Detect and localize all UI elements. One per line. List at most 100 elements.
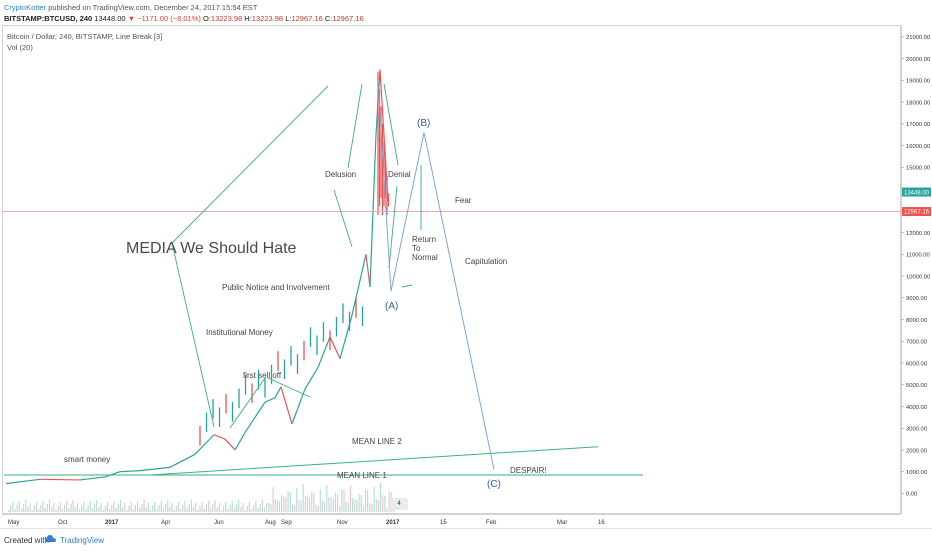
annotation-text: (C)	[487, 479, 501, 490]
volume-bar	[87, 505, 89, 512]
volume-bar	[218, 503, 220, 512]
x-tick-label: 2017	[105, 520, 119, 526]
volume-bar	[121, 507, 124, 512]
volume-bar	[358, 494, 360, 512]
time-axis[interactable]	[2, 514, 901, 529]
volume-bar	[306, 497, 309, 512]
chart-frame[interactable]	[2, 25, 901, 514]
wave-line-top-a	[377, 79, 392, 292]
return-pointer	[401, 284, 413, 288]
event-marker-icon[interactable]: 4	[390, 498, 408, 510]
author-link[interactable]: CryptoKotter	[4, 3, 47, 12]
symbol-label: BITSTAMP:BTCUSD, 240	[4, 14, 93, 23]
volume-bar	[261, 500, 263, 512]
volume-bar	[78, 510, 81, 512]
volume-bar	[281, 495, 283, 512]
y-tick-label: 16000.00	[906, 144, 930, 150]
low-label: L:	[285, 14, 292, 23]
volume-bar	[328, 497, 330, 512]
price-segment	[39, 478, 81, 481]
volume-bar	[287, 491, 289, 512]
volume-bar	[25, 500, 27, 512]
volume-bar	[169, 507, 171, 512]
volume-bar	[91, 508, 94, 512]
y-tick-label: 19000.00	[906, 79, 930, 85]
media-pointer-line-2	[171, 242, 215, 428]
legend-title[interactable]: Bitcoin / Dollar, 240, BITSTAMP, Line Br…	[7, 32, 163, 41]
price-segment	[339, 314, 353, 359]
y-tick-label: 3000.00	[906, 427, 927, 433]
volume-bar	[38, 509, 40, 512]
volume-bar	[345, 502, 347, 512]
annotation-text: MEAN LINE 2	[352, 437, 402, 446]
volume-bar	[33, 506, 35, 512]
legend-indicator[interactable]: Vol (20)	[7, 43, 33, 52]
volume-bar	[285, 497, 287, 512]
volume-bar	[278, 501, 281, 512]
volume-bar	[233, 508, 235, 512]
price-segment	[234, 432, 246, 451]
volume-bar	[98, 507, 100, 512]
volume-bar	[317, 506, 319, 512]
y-tick-label: 12000.00	[906, 231, 930, 237]
low-value: 12967.16	[291, 14, 323, 23]
volume-bar	[364, 490, 367, 512]
volume-bar	[72, 500, 74, 512]
open-value: 13223.98	[210, 14, 243, 23]
x-tick-label: May	[8, 520, 19, 526]
volume-bar	[246, 506, 248, 512]
annotation-text: MEAN LINE 1	[337, 471, 387, 480]
volume-bar	[119, 500, 121, 512]
volume-bar	[238, 500, 240, 512]
volume-bar	[35, 502, 38, 512]
x-tick-label: Aug	[265, 520, 276, 526]
volume-bar	[29, 503, 31, 512]
annotation-text: Public Notice and Involvement	[222, 283, 330, 292]
volume-bar	[63, 505, 66, 512]
price-segment	[280, 386, 293, 425]
volume-bar	[14, 509, 16, 512]
x-tick-label: Apr	[161, 520, 170, 526]
volume-bar	[20, 508, 23, 512]
price-segment	[274, 386, 282, 399]
volume-bar	[354, 499, 356, 512]
x-tick-label: Nov	[337, 520, 348, 526]
mean-line-2	[149, 446, 599, 476]
volume-bar	[149, 510, 152, 512]
delusion-pointer-2	[333, 189, 353, 248]
footer-bar: Created with TradingView	[0, 528, 932, 551]
volume-bar	[248, 502, 250, 512]
volume-bar	[360, 495, 362, 512]
y-tick-label: 5000.00	[906, 383, 927, 389]
tradingview-brand-link[interactable]: TradingView	[60, 536, 105, 545]
first-selloff-pointer	[229, 377, 266, 429]
volume-bar	[203, 509, 205, 512]
volume-bar	[373, 487, 375, 512]
price-axis[interactable]	[901, 25, 932, 514]
price-change: −1171.00 (−8.01%)	[137, 14, 201, 23]
annotation-text: smart money	[64, 455, 110, 464]
volume-bar	[81, 506, 83, 512]
volume-bar	[12, 502, 14, 512]
x-tick-label: 16	[598, 520, 605, 526]
annotation-text: Capitulation	[465, 257, 507, 266]
annotation-return-to-normal: Normal	[412, 253, 438, 262]
volume-bar	[113, 501, 115, 512]
y-tick-label: 15000.00	[906, 166, 930, 172]
volume-bar	[85, 509, 87, 512]
y-tick-label: 1000.00	[906, 470, 927, 476]
delusion-pointer	[347, 83, 363, 169]
volume-bar	[96, 500, 98, 512]
publish-header: CryptoKotter published on TradingView.co…	[4, 3, 257, 12]
wave-line-a-b	[390, 132, 425, 292]
volume-bar	[197, 510, 199, 512]
volume-bar	[253, 505, 255, 512]
volume-bar	[132, 509, 134, 512]
annotation-text: Fear	[455, 196, 472, 205]
volume-bar	[137, 501, 139, 512]
x-tick-label: 15	[440, 520, 447, 526]
volume-bar	[141, 504, 143, 512]
annotation-text: MEDIA We Should Hate	[126, 240, 297, 257]
volume-bar	[341, 489, 343, 512]
